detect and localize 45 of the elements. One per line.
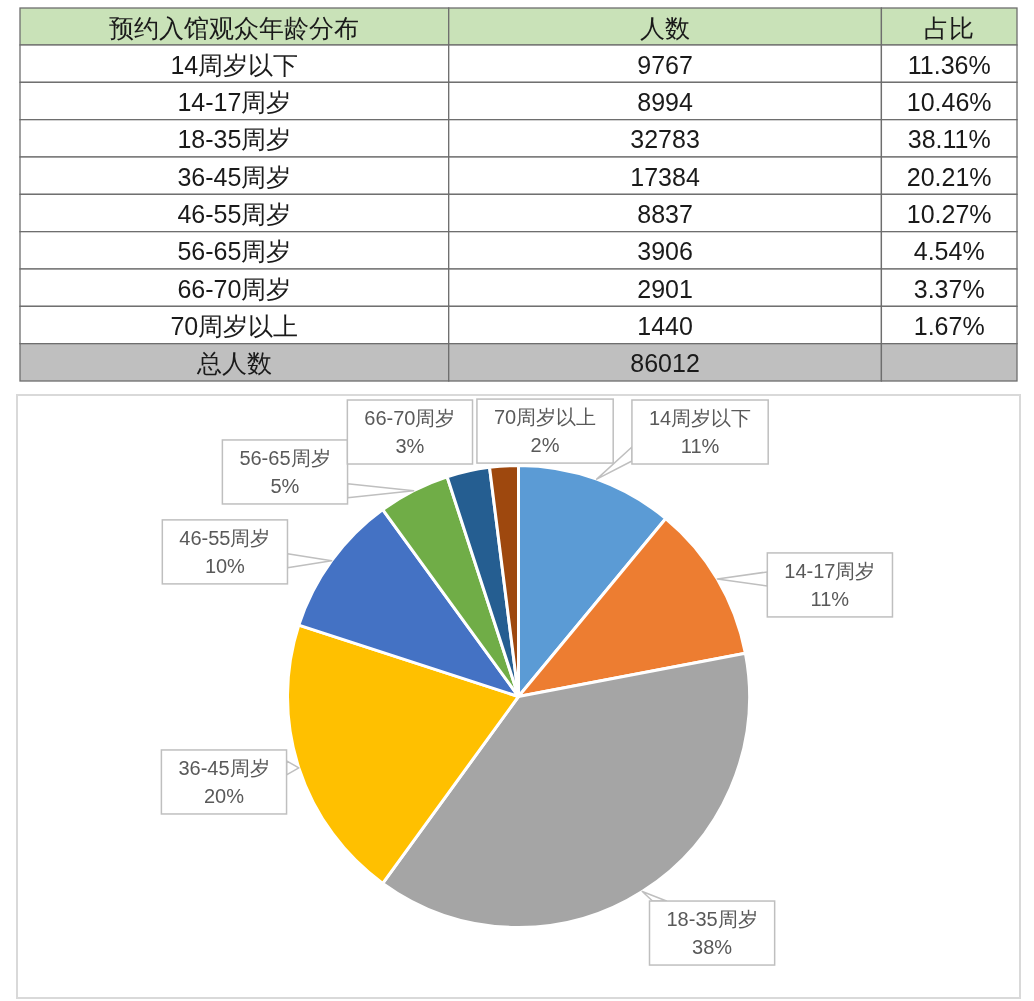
category-label: 18-35周岁 bbox=[177, 125, 292, 154]
category-label: 14-17周岁 bbox=[177, 88, 292, 116]
category-label: 46-55周岁 bbox=[177, 200, 292, 228]
slice-label: 56-65周岁 bbox=[239, 446, 331, 469]
data-label: 5% bbox=[270, 474, 300, 497]
data-label: 17384 bbox=[630, 162, 700, 191]
series-label: 占比 bbox=[924, 13, 975, 42]
series-label: 人数 bbox=[640, 13, 691, 42]
data-label: 2901 bbox=[637, 274, 693, 303]
slice-label: 14-17周岁 bbox=[784, 559, 876, 582]
slice-label: 70周岁以上 bbox=[493, 406, 597, 429]
data-label: 11% bbox=[680, 435, 720, 458]
data-label: 86012 bbox=[630, 349, 700, 378]
data-label: 20.21% bbox=[906, 162, 992, 191]
data-label: 10.46% bbox=[906, 88, 992, 116]
data-label: 9767 bbox=[637, 50, 693, 79]
slice-label: 46-55周岁 bbox=[179, 526, 271, 549]
data-label: 8837 bbox=[637, 200, 693, 228]
category-label: 36-45周岁 bbox=[177, 162, 292, 191]
text: 预约入馆观众年龄分布 bbox=[109, 13, 360, 42]
category-label: 14周岁以下 bbox=[170, 50, 299, 79]
data-label: 11.36% bbox=[907, 50, 991, 79]
slice-label: 14周岁以下 bbox=[648, 407, 752, 430]
data-label: 20% bbox=[203, 784, 245, 807]
data-label: 2% bbox=[530, 434, 560, 457]
slice-label: 36-45周岁 bbox=[178, 756, 270, 779]
data-label: 8994 bbox=[637, 88, 693, 116]
slice-label: 66-70周岁 bbox=[364, 407, 456, 430]
data-label: 3906 bbox=[637, 237, 693, 266]
data-label: 32783 bbox=[630, 125, 700, 154]
data-label: 1440 bbox=[637, 312, 693, 340]
slice-label: 18-35周岁 bbox=[666, 908, 758, 931]
data-label: 38% bbox=[692, 936, 733, 959]
data-label: 11% bbox=[810, 587, 850, 610]
data-label: 10% bbox=[204, 554, 246, 577]
category-label: 总人数 bbox=[195, 349, 272, 378]
data-label: 1.67% bbox=[913, 312, 985, 340]
category-label: 66-70周岁 bbox=[177, 274, 292, 303]
category-label: 70周岁以上 bbox=[170, 312, 299, 340]
data-label: 3% bbox=[395, 435, 425, 458]
category-label: 56-65周岁 bbox=[177, 237, 292, 266]
data-label: 10.27% bbox=[906, 200, 992, 228]
data-label: 3.37% bbox=[913, 274, 985, 303]
data-label: 4.54% bbox=[913, 237, 985, 266]
data-label: 38.11% bbox=[907, 125, 991, 154]
